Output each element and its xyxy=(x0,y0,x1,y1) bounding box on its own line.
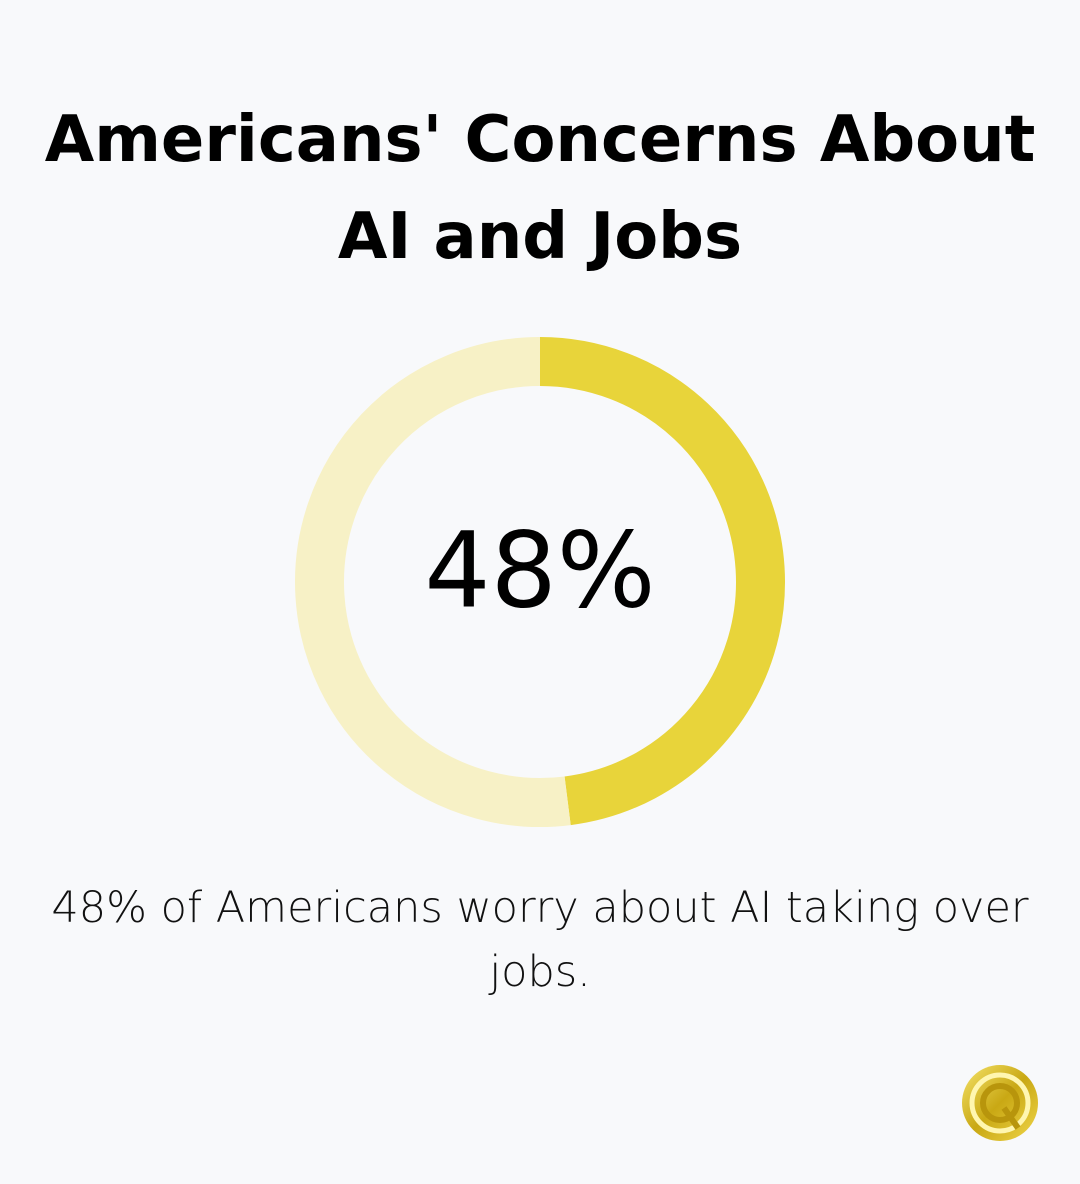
donut-segment xyxy=(295,337,571,827)
caption: 48% of Americans worry about AI taking o… xyxy=(51,883,1029,997)
center-label: 48% xyxy=(424,509,655,631)
chart-title: Americans' Concerns About AI and Jobs xyxy=(44,103,1036,274)
donut-segment xyxy=(539,337,785,826)
logo xyxy=(962,1065,1038,1141)
